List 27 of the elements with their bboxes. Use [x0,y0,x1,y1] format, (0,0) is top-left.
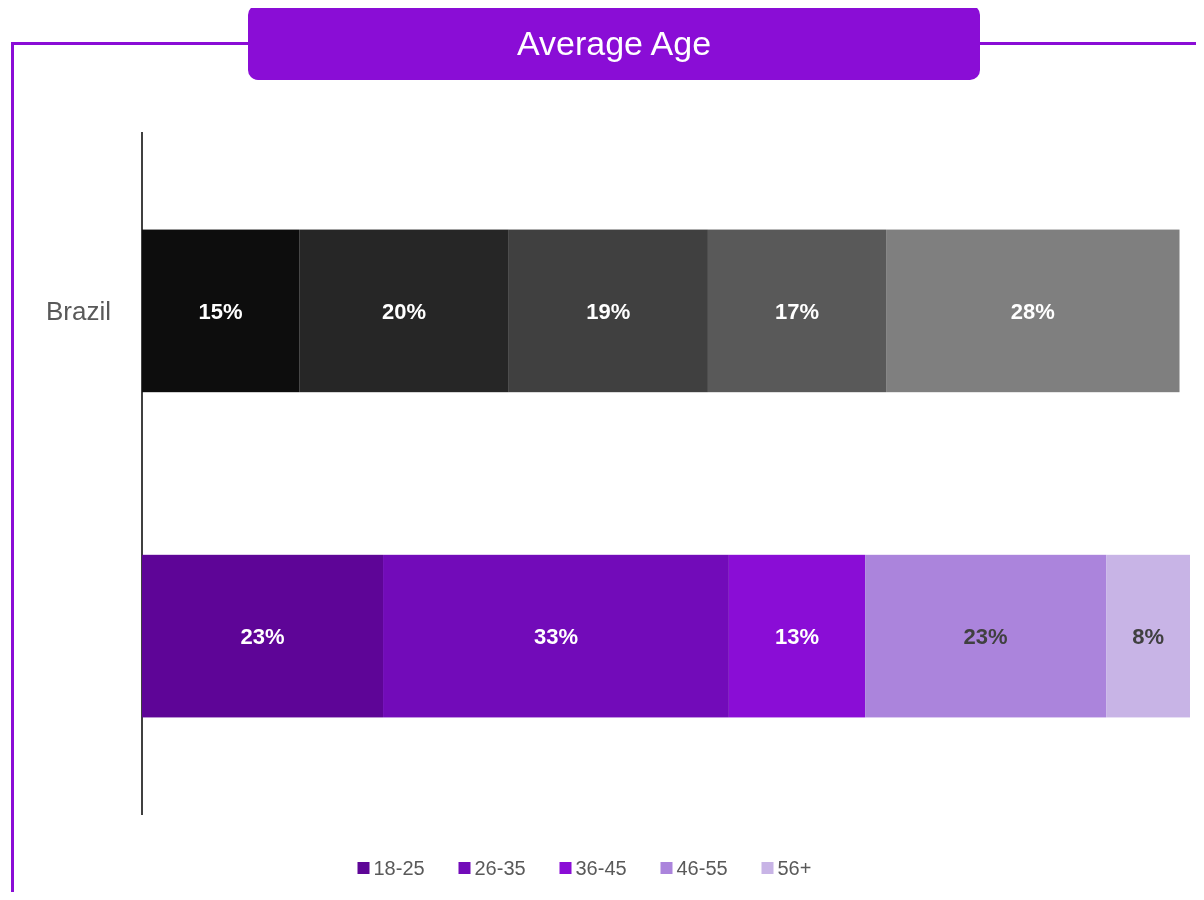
bar [707,229,887,393]
data-label: 8% [1132,623,1164,649]
bar [508,229,708,393]
bar [886,229,1180,393]
legend-label: 26-35 [474,857,526,879]
data-label: 15% [198,298,243,324]
bar [383,554,729,718]
data-label: 23% [240,623,285,649]
data-label: 23% [963,623,1008,649]
data-label: 33% [533,623,578,649]
chart-title: Average Age [516,23,712,62]
bar [728,554,866,718]
legend-label: 56+ [777,857,812,879]
bar [865,554,1107,718]
data-label: 13% [774,623,820,649]
legend-label: 36-45 [575,857,627,879]
legend-label: 18-25 [373,857,425,879]
data-label: 19% [586,298,631,324]
data-label: 17% [774,298,820,324]
bar [142,554,384,718]
legend-label: 46-55 [676,857,728,879]
bar [1106,554,1190,718]
bar [299,229,509,393]
y-tick-label: Brazil [45,295,111,326]
bar [142,229,300,393]
data-label: 28% [1010,298,1055,324]
data-label: 20% [381,298,427,324]
